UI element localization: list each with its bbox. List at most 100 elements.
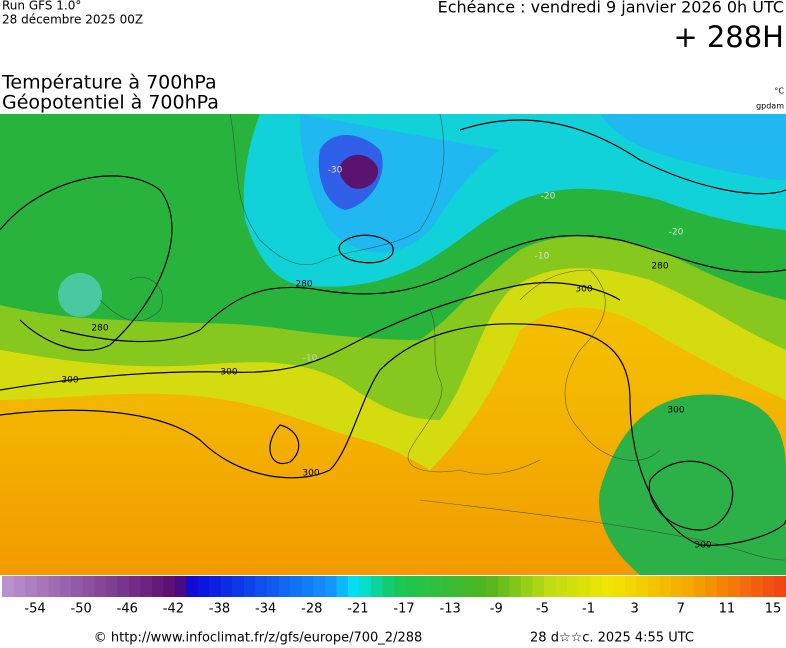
colorbar-label: -9: [490, 602, 503, 617]
temp-field-spot: [58, 273, 102, 317]
colorbar-label: -34: [255, 602, 276, 617]
colorbar-label: -1: [582, 602, 595, 617]
contour-label: 300: [667, 406, 684, 416]
colorbar-swatch: [163, 576, 176, 597]
colorbar-label: -50: [71, 602, 92, 617]
colorbar-swatch: [739, 576, 752, 597]
contour-label: 280: [295, 280, 312, 290]
colorbar-swatch: [566, 576, 579, 597]
colorbar-swatch: [774, 576, 786, 597]
lead-time: + 288H: [673, 20, 784, 54]
colorbar-swatch: [751, 576, 764, 597]
colorbar-swatch: [359, 576, 372, 597]
colorbar-swatch: [693, 576, 706, 597]
unit-temp: °C: [774, 87, 784, 96]
colorbar-swatch: [278, 576, 291, 597]
colorbar-swatch: [716, 576, 729, 597]
colorbar-swatch: [301, 576, 314, 597]
colorbar-swatch: [209, 576, 222, 597]
colorbar-swatch: [647, 576, 660, 597]
colorbar-label: -21: [347, 602, 368, 617]
geopotential-contours: [0, 119, 786, 546]
colorbar-swatch: [636, 576, 648, 597]
colorbar-swatch: [394, 576, 406, 597]
colorbar-label: -38: [209, 602, 230, 617]
colorbar-swatch: [382, 576, 395, 597]
colorbar-swatch: [186, 576, 199, 597]
contour-label: 300: [575, 285, 592, 295]
colorbar-swatch: [48, 576, 60, 597]
colorbar-swatch: [670, 576, 683, 597]
contour-label: 280: [91, 324, 108, 334]
colorbar-swatch: [82, 576, 95, 597]
contour-label: 300: [694, 541, 711, 551]
colorbar-swatch: [520, 576, 533, 597]
contour-label: -20: [541, 192, 556, 202]
colorbar-swatch: [613, 576, 625, 597]
colorbar: -54 -50 -46 -42 -38 -34 -28 -21 -17 -13 -9 -5 -1 3 7 11…: [2, 576, 786, 617]
colorbar-swatch: [405, 576, 418, 597]
colorbar-swatch: [290, 576, 303, 597]
unit-geo: gpdam: [756, 102, 784, 111]
coastlines: [99, 114, 786, 561]
contour-label: -10: [303, 354, 318, 364]
colorbar-label: -13: [440, 602, 461, 617]
contour-label: -20: [669, 228, 684, 238]
colorbar-swatch: [13, 576, 26, 597]
colorbar-label: 15: [765, 602, 782, 617]
colorbar-swatch: [267, 576, 280, 597]
colorbar-label: -28: [301, 602, 322, 617]
colorbar-swatch: [336, 576, 349, 597]
run-label: Run GFS 1.0°: [2, 0, 81, 13]
colorbar-swatch: [174, 576, 187, 597]
colorbar-swatch: [198, 576, 210, 597]
title-temp: Température à 700hPa: [1, 72, 217, 94]
colorbar-label: 11: [719, 602, 736, 617]
colorbar-swatch: [140, 576, 153, 597]
colorbar-label: -42: [163, 602, 184, 617]
colorbar-swatch: [36, 576, 49, 597]
colorbar-swatch: [347, 576, 360, 597]
colorbar-swatch: [428, 576, 441, 597]
colorbar-swatch: [221, 576, 233, 597]
colorbar-label: -46: [117, 602, 138, 617]
colorbar-label: 3: [630, 602, 638, 617]
colorbar-swatch: [59, 576, 72, 597]
colorbar-swatch: [601, 576, 614, 597]
source-url: © http://www.infoclimat.fr/z/gfs/europe/…: [94, 631, 423, 646]
colorbar-swatch: [590, 576, 602, 597]
colorbar-swatch: [451, 576, 464, 597]
colorbar-swatch: [463, 576, 476, 597]
contour-labels: 300 300 300 300 300 300 280 280 280 -10 -10 -20 -20 -…: [61, 166, 711, 551]
colorbar-swatch: [497, 576, 510, 597]
colorbar-swatch: [555, 576, 568, 597]
run-date: 28 décembre 2025 00Z: [2, 13, 143, 27]
contour-label: -30: [328, 166, 343, 176]
temp-field-purple: [339, 154, 379, 189]
colorbar-label: -5: [536, 602, 549, 617]
map: [0, 114, 786, 575]
colorbar-swatch: [94, 576, 107, 597]
colorbar-swatch: [244, 576, 256, 597]
colorbar-swatch: [105, 576, 118, 597]
contour-label: -10: [535, 252, 550, 262]
colorbar-swatch: [25, 576, 37, 597]
colorbar-swatch: [71, 576, 84, 597]
colorbar-swatch: [705, 576, 718, 597]
colorbar-swatch: [474, 576, 487, 597]
contour-label: 300: [61, 376, 78, 386]
colorbar-swatch: [728, 576, 741, 597]
temp-field-lightblue: [300, 114, 786, 253]
colorbar-swatch: [543, 576, 556, 597]
colorbar-swatch: [417, 576, 429, 597]
colorbar-swatch: [117, 576, 130, 597]
colorbar-swatch: [128, 576, 141, 597]
colorbar-swatch: [151, 576, 164, 597]
colorbar-swatch: [313, 576, 326, 597]
generated-time: 28 d☆☆c. 2025 4:55 UTC: [530, 631, 694, 646]
colorbar-swatch: [532, 576, 545, 597]
colorbar-label: -17: [393, 602, 414, 617]
colorbar-swatch: [324, 576, 337, 597]
